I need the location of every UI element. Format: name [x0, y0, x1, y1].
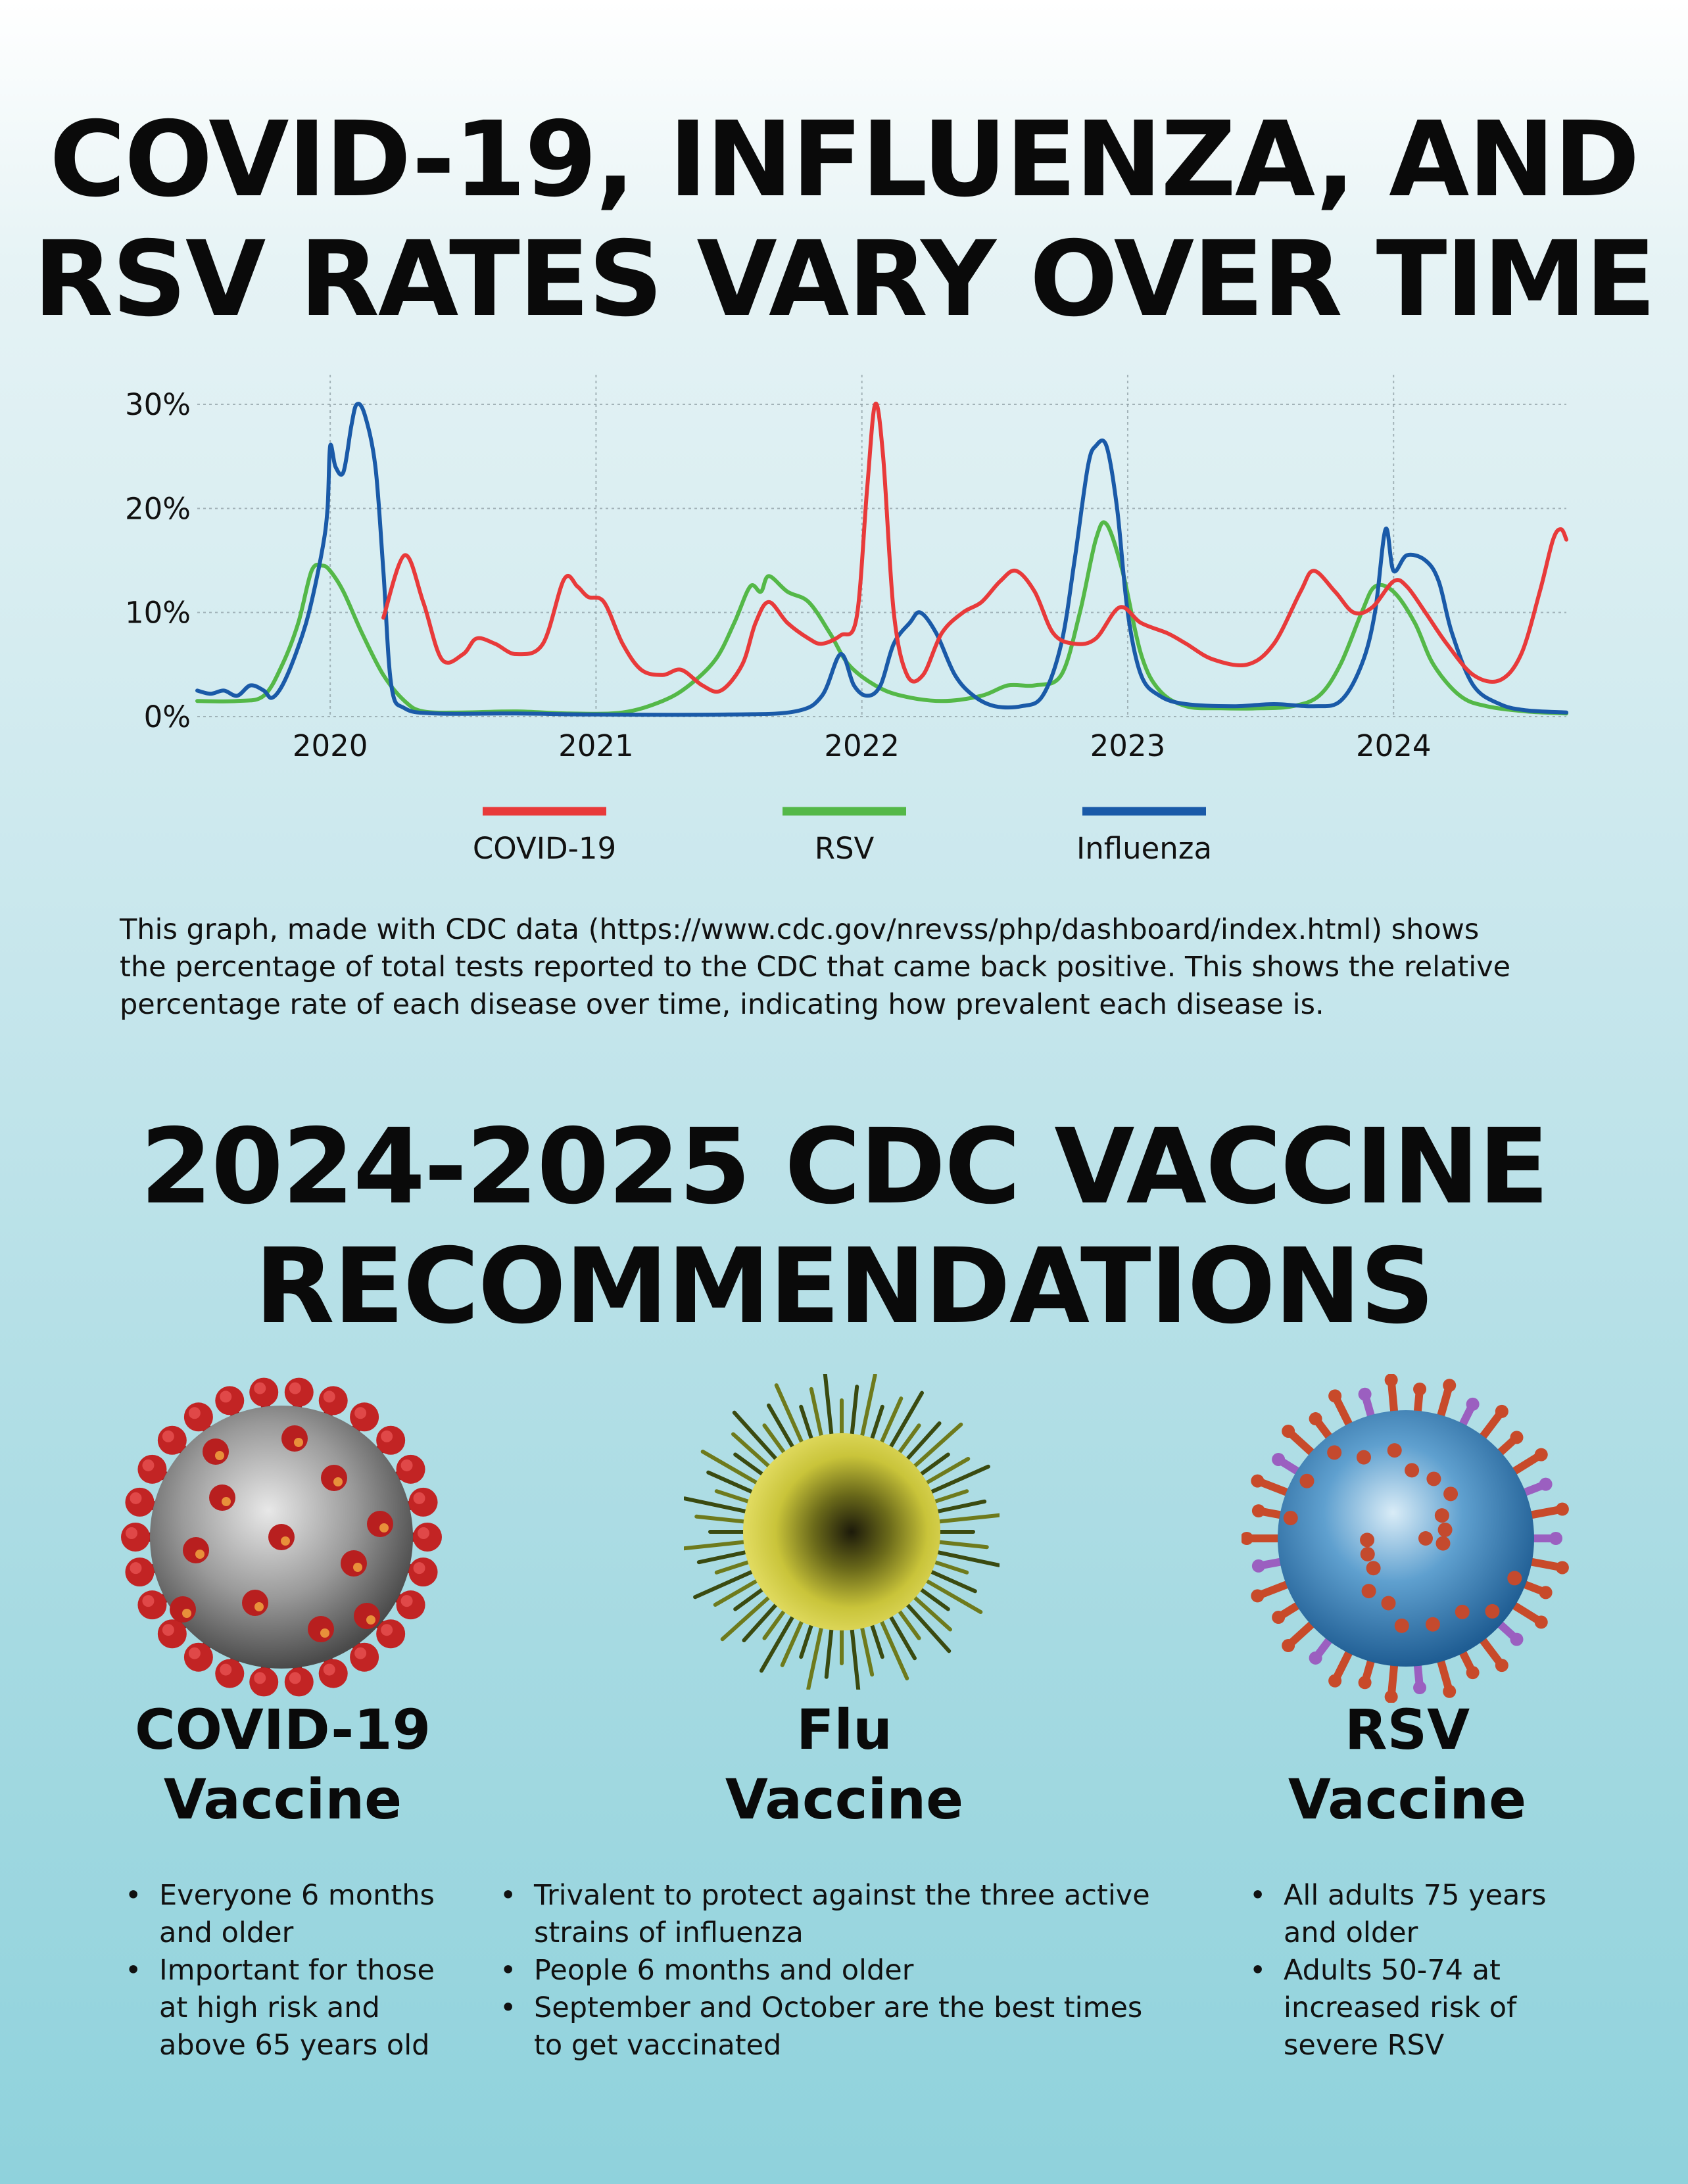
flu-bullet-3-line-2: to get vaccinated — [534, 2029, 782, 2062]
rsv-bullet-2-line-3: severe RSV — [1284, 2029, 1445, 2062]
chart-description: This graph, made with CDC data (https://… — [120, 911, 1586, 1024]
rsv-bullet-1: All adults 75 years and older — [1244, 1877, 1546, 1952]
x-tick-label-0: 2020 — [293, 728, 368, 763]
x-tick-label-2: 2022 — [824, 728, 900, 763]
influenza-series-line — [195, 402, 1568, 717]
x-tick-label-3: 2023 — [1090, 728, 1166, 763]
flu-vaccine-title-line-1: Flu — [796, 1697, 892, 1762]
covid-bullet-2-line-1: Important for those — [159, 1954, 435, 1987]
x-tick-label-4: 2024 — [1356, 728, 1432, 763]
flu-bullet-3: September and October are the best times… — [494, 1989, 1150, 2064]
rsv-bullet-2-line-2: increased risk of — [1284, 1991, 1517, 2024]
top-headline: COVID-19, INFLUENZA, AND RSV RATES VARY … — [0, 100, 1688, 339]
covid-bullet-1-line-2: and older — [159, 1916, 294, 1949]
legend-rsv-label: RSV — [815, 831, 875, 866]
flu-bullet-1-line-2: strains of influenza — [534, 1916, 804, 1949]
rsv-vaccine-title-line-2: Vaccine — [1288, 1767, 1527, 1832]
flu-bullet-1-line-1: Trivalent to protect against the three a… — [534, 1879, 1150, 1912]
bottom-headline-line-2: RECOMMENDATIONS — [254, 1226, 1435, 1347]
covid-bullet-2-line-3: above 65 years old — [159, 2029, 430, 2062]
top-headline-line-2: RSV RATES VARY OVER TIME — [33, 219, 1656, 340]
x-tick-label-1: 2021 — [558, 728, 634, 763]
covid-vaccine-title-line-1: COVID-19 — [134, 1697, 431, 1762]
flu-bullet-3-line-1: September and October are the best times — [534, 1991, 1143, 2024]
flu-vaccine-recommendations: Trivalent to protect against the three a… — [494, 1877, 1150, 2064]
description-line-2: the percentage of total tests reported t… — [120, 951, 1511, 984]
y-tick-label-3: 30% — [125, 387, 191, 422]
chart-legend: COVID-19 RSV Influenza — [473, 807, 1212, 866]
rsv-series-line — [195, 520, 1568, 716]
flu-bullet-2: People 6 months and older — [494, 1952, 1150, 1989]
rsv-vaccine-title-line-1: RSV — [1344, 1697, 1470, 1762]
description-line-1: This graph, made with CDC data (https://… — [120, 913, 1480, 946]
rsv-vaccine-title: RSV Vaccine — [1177, 1695, 1637, 1834]
y-tick-label-1: 10% — [125, 596, 191, 630]
chart-gridlines — [197, 375, 1566, 717]
y-tick-label-0: 0% — [144, 700, 191, 734]
top-headline-line-1: COVID-19, INFLUENZA, AND — [49, 99, 1640, 220]
covid-19-series-line — [381, 401, 1568, 694]
covid-bullet-1: Everyone 6 months and older — [120, 1877, 435, 1952]
rsv-bullet-1-line-2: and older — [1284, 1916, 1418, 1949]
rsv-bullet-1-line-1: All adults 75 years — [1284, 1879, 1547, 1912]
chart-tick-labels: 0% 10% 20% 30% 2020 2021 2022 2023 2024 — [125, 387, 1432, 763]
rsv-bullet-2: Adults 50-74 at increased risk of severe… — [1244, 1952, 1546, 2064]
description-line-3: percentage rate of each disease over tim… — [120, 988, 1324, 1021]
flu-vaccine-title: Flu Vaccine — [614, 1695, 1074, 1834]
chart-series — [195, 401, 1568, 717]
coronavirus-icon — [121, 1377, 442, 1697]
covid-vaccine-title: COVID-19 Vaccine — [53, 1695, 513, 1834]
positivity-line-chart: 0% 10% 20% 30% 2020 2021 2022 2023 2024 COVID-19… — [125, 375, 1568, 866]
flu-bullet-1: Trivalent to protect against the three a… — [494, 1877, 1150, 1952]
legend-covid-19-label: COVID-19 — [473, 831, 616, 866]
covid-vaccine-recommendations: Everyone 6 months and older Important fo… — [120, 1877, 435, 2064]
flu-bullet-2-line-1: People 6 months and older — [534, 1954, 914, 1987]
y-tick-label-2: 20% — [125, 491, 191, 526]
flu-vaccine-title-line-2: Vaccine — [725, 1767, 964, 1832]
covid-bullet-2-line-2: at high risk and — [159, 1991, 380, 2024]
rsv-bullet-2-line-1: Adults 50-74 at — [1284, 1954, 1501, 1987]
rsv-vaccine-recommendations: All adults 75 years and older Adults 50-… — [1244, 1877, 1546, 2064]
bottom-headline: 2024-2025 CDC VACCINE RECOMMENDATIONS — [0, 1107, 1688, 1346]
covid-bullet-1-line-1: Everyone 6 months — [159, 1879, 435, 1912]
covid-bullet-2: Important for those at high risk and abo… — [120, 1952, 435, 2064]
bottom-headline-line-1: 2024-2025 CDC VACCINE — [140, 1106, 1549, 1227]
influenza-virus-icon — [684, 1374, 1000, 1690]
covid-vaccine-title-line-2: Vaccine — [163, 1767, 402, 1832]
legend-influenza-label: Influenza — [1076, 831, 1212, 866]
rsv-virus-icon — [1242, 1374, 1569, 1703]
